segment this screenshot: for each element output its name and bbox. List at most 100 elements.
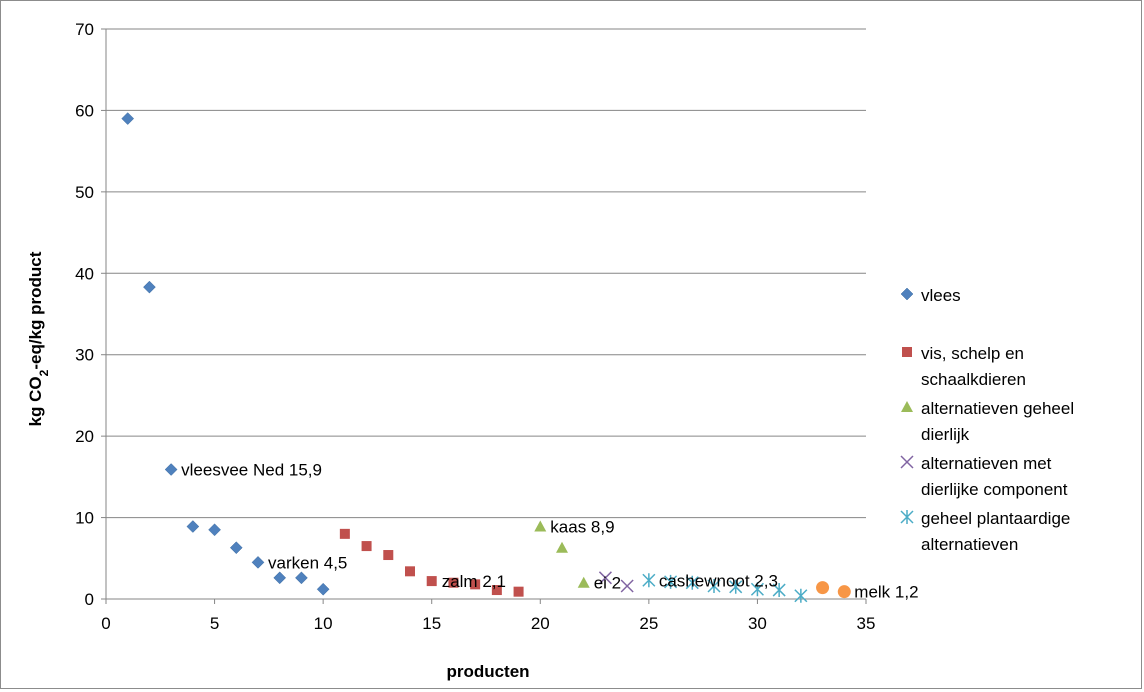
y-axis-title: kg CO2-eq/kg product xyxy=(26,251,51,426)
point-series1-6 xyxy=(470,579,481,590)
legend-marker-4-shape xyxy=(900,510,914,524)
point-series2-0 xyxy=(534,520,547,532)
point-series0-2 xyxy=(164,463,178,476)
point-series0-5-shape xyxy=(229,541,243,555)
annotation-4: ei 2 xyxy=(594,574,621,593)
data-annotations: vleesvee Ned 15,9 varken 4,5 zalm 2,1 kaas … xyxy=(181,461,918,602)
x-tick-label-35: 35 xyxy=(857,614,876,633)
point-series1-0 xyxy=(339,528,350,539)
legend-label-2-0: alternatieven geheel xyxy=(921,399,1074,418)
legend-marker-4 xyxy=(900,510,914,524)
legend-marker-2-shape xyxy=(901,401,913,412)
point-series4-7 xyxy=(794,588,808,603)
point-series0-4 xyxy=(208,523,221,537)
point-series0-8-shape xyxy=(295,571,308,585)
legend-label-1-0: vis, schelp en xyxy=(921,344,1024,363)
point-series2-1-shape xyxy=(556,541,568,553)
axes xyxy=(101,28,867,604)
x-tick-label-20: 20 xyxy=(531,614,550,633)
point-series0-9-shape xyxy=(316,582,330,596)
y-tick-label-10: 10 xyxy=(75,509,94,528)
point-series1-5-shape xyxy=(448,577,459,588)
x-tick-label-0: 0 xyxy=(101,614,110,633)
legend-label-2-1: dierlijk xyxy=(921,425,970,444)
point-series1-4 xyxy=(426,576,437,587)
legend-marker-2 xyxy=(901,401,913,412)
point-series1-1 xyxy=(361,541,372,552)
x-tick-label-15: 15 xyxy=(422,614,441,633)
point-series1-3 xyxy=(405,566,415,577)
annotation-2: zalm 2,1 xyxy=(442,572,506,591)
legend: vlees vis, schelp en schaalkdieren alternat… xyxy=(900,286,1074,554)
point-series3-0 xyxy=(598,571,612,585)
point-series1-3-shape xyxy=(405,566,415,577)
legend-marker-3-shape xyxy=(900,455,914,469)
point-series1-2 xyxy=(383,550,394,561)
data-markers xyxy=(121,112,851,603)
x-tick-label-5: 5 xyxy=(210,614,219,633)
legend-marker-1 xyxy=(902,347,912,357)
point-series4-1 xyxy=(664,574,678,589)
y-axis-title-part1: kg CO xyxy=(26,376,45,426)
point-series0-1 xyxy=(143,280,156,294)
legend-label-1-1: schaalkdieren xyxy=(921,370,1026,389)
point-series1-7-shape xyxy=(491,585,502,596)
legend-label-3-0: alternatieven met xyxy=(921,454,1052,473)
y-tick-label-0: 0 xyxy=(85,590,94,609)
point-series4-3 xyxy=(707,578,721,593)
point-series0-8 xyxy=(295,571,308,585)
point-series4-6-shape xyxy=(772,583,786,598)
annotation-6: melk 1,2 xyxy=(854,583,918,602)
y-tick-label-20: 20 xyxy=(75,427,94,446)
tick-labels: 0 10 20 30 40 50 60 70 0 5 10 15 20 25 30 35 xyxy=(75,20,875,633)
legend-label-3-1: dierlijke component xyxy=(921,480,1068,499)
point-series5-1-shape xyxy=(837,585,851,599)
point-series4-0 xyxy=(642,573,656,588)
point-series0-7-shape xyxy=(273,571,287,585)
point-series4-4-shape xyxy=(729,579,743,594)
point-series0-1-shape xyxy=(143,280,156,294)
point-series0-3-shape xyxy=(186,520,200,533)
legend-marker-1-shape xyxy=(902,347,912,357)
point-series5-1 xyxy=(837,585,851,599)
y-axis-title-sub: 2 xyxy=(37,369,51,376)
point-series4-5-shape xyxy=(750,582,764,597)
legend-label-4-0: geheel plantaardige xyxy=(921,509,1070,528)
y-tick-label-30: 30 xyxy=(75,346,94,365)
point-series4-0-shape xyxy=(642,573,656,588)
x-tick-label-30: 30 xyxy=(748,614,767,633)
y-tick-label-40: 40 xyxy=(75,264,94,283)
annotation-5: cashewnoot 2,3 xyxy=(659,571,778,590)
y-axis-title-part2: -eq/kg product xyxy=(26,251,45,369)
point-series4-2 xyxy=(685,575,699,590)
legend-marker-3 xyxy=(900,455,914,469)
point-series3-1 xyxy=(620,579,634,593)
point-series4-2-shape xyxy=(685,575,699,590)
point-series2-2-shape xyxy=(577,576,590,588)
point-series2-2 xyxy=(577,576,590,588)
point-series0-3 xyxy=(186,520,200,533)
x-tick-label-10: 10 xyxy=(314,614,333,633)
gridlines xyxy=(106,28,866,519)
point-series4-4 xyxy=(729,579,743,594)
point-series2-0-shape xyxy=(534,520,547,532)
point-series1-1-shape xyxy=(361,541,372,552)
point-series3-1-shape xyxy=(620,579,634,593)
annotation-1: varken 4,5 xyxy=(268,553,347,572)
annotation-0: vleesvee Ned 15,9 xyxy=(181,461,322,480)
point-series0-0-shape xyxy=(121,112,135,125)
legend-label-4-1: alternatieven xyxy=(921,535,1018,554)
point-series1-7 xyxy=(491,585,502,596)
point-series3-0-shape xyxy=(598,571,612,585)
point-series1-6-shape xyxy=(470,579,481,590)
point-series1-2-shape xyxy=(383,550,394,561)
point-series0-0 xyxy=(121,112,135,125)
legend-label-0-0: vlees xyxy=(921,286,961,305)
point-series1-8-shape xyxy=(513,586,524,597)
point-series1-0-shape xyxy=(339,528,350,539)
point-series0-7 xyxy=(273,571,287,585)
point-series0-2-shape xyxy=(164,463,178,476)
point-series2-1 xyxy=(556,541,568,553)
